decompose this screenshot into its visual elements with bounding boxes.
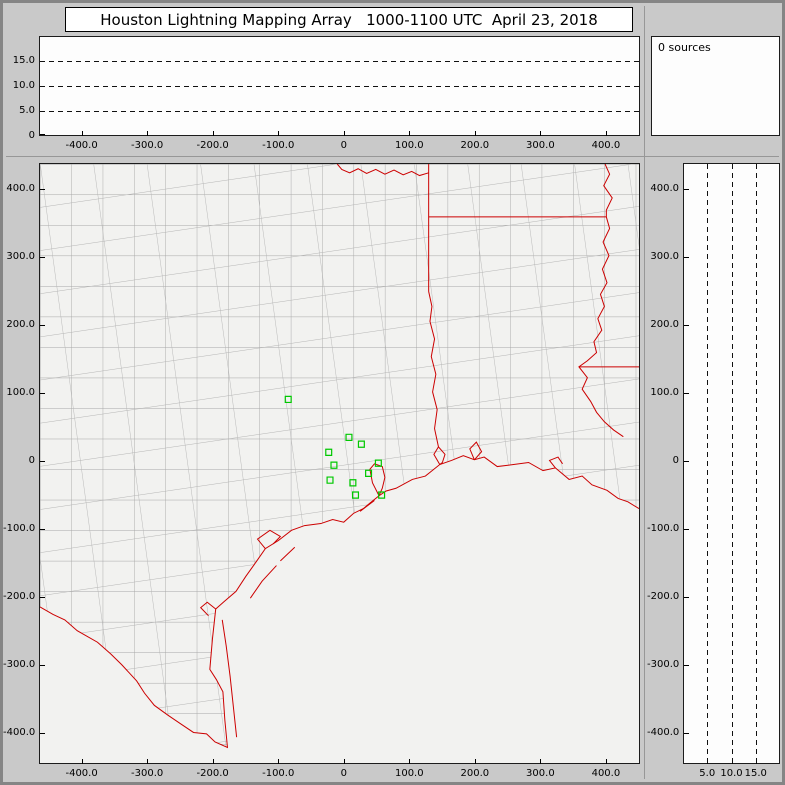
tick-label: -200.0 [647, 591, 680, 603]
lma-station-marker [366, 470, 372, 476]
tick-label: 100.0 [394, 140, 424, 151]
lma-station-marker [375, 460, 381, 466]
tick-label: -400.0 [647, 727, 680, 739]
sources-count-label: 0 sources [658, 41, 711, 54]
tick-label: 400.0 [591, 768, 621, 779]
title-bar: Houston Lightning Mapping Array 1000-110… [65, 7, 633, 32]
plan-view-map-panel[interactable] [39, 163, 640, 764]
tick-label: 300.0 [6, 250, 35, 262]
lma-station-marker [350, 480, 356, 486]
tick-label: 15.0 [744, 768, 767, 779]
section-divider-vertical [644, 6, 645, 779]
tick-label: -200.0 [3, 591, 36, 603]
altitude-eastwest-panel[interactable] [39, 36, 640, 136]
tick-label: 0 [672, 455, 679, 467]
tick-label: -100.0 [647, 523, 680, 535]
tick-label: 300.0 [526, 140, 555, 151]
tick-label: -100.0 [3, 523, 36, 535]
tick-label: -100.0 [262, 140, 295, 151]
sources-count-panel: 0 sources [651, 36, 780, 136]
tick-label: -200.0 [196, 140, 229, 151]
lma-station-marker [326, 449, 332, 455]
bays-lakes-path [201, 442, 563, 616]
tick-label: 100.0 [394, 768, 424, 779]
tick-label: 400.0 [6, 182, 35, 194]
lma-station-marker [331, 462, 337, 468]
altitude-northsouth-panel[interactable] [683, 163, 780, 764]
tick-label: 200.0 [650, 318, 679, 330]
lma-station-marker [358, 441, 364, 447]
tick-label: 400.0 [591, 140, 621, 151]
tick-label: 5.0 [19, 105, 35, 116]
lma-station-marker [346, 434, 352, 440]
tick-label: 200.0 [460, 768, 490, 779]
tick-label: 0 [340, 140, 347, 151]
tick-label: 0 [28, 455, 35, 467]
coastline-rio-grande-path [40, 456, 639, 748]
tick-label: 0 [340, 768, 347, 779]
tick-label: -400.0 [65, 140, 98, 151]
lma-station-marker [327, 477, 333, 483]
tick-label: -300.0 [647, 659, 680, 671]
tick-label: -300.0 [131, 140, 164, 151]
tick-label: -200.0 [196, 768, 229, 779]
tick-label: 5.0 [699, 768, 716, 779]
tick-label: -100.0 [262, 768, 295, 779]
tick-label: 10.0 [720, 768, 743, 779]
tick-label: -300.0 [3, 659, 36, 671]
tick-label: 15.0 [12, 55, 35, 66]
tick-label: 100.0 [650, 387, 679, 399]
lma-station-marker [285, 396, 291, 402]
mississippi-river-path [579, 164, 623, 437]
barrier-islands-path [222, 500, 374, 737]
county-grid [40, 164, 639, 748]
tick-label: -400.0 [3, 727, 36, 739]
tick-label: -400.0 [65, 768, 98, 779]
texas-arkansas-louisiana-border-path [429, 164, 607, 447]
lma-station-marker [379, 492, 385, 498]
tick-label: 200.0 [460, 140, 490, 151]
map-canvas[interactable] [40, 164, 639, 763]
red-river-border-path [337, 164, 428, 176]
tick-label: 300.0 [650, 250, 679, 262]
tick-label: 200.0 [6, 318, 35, 330]
tick-label: 400.0 [650, 182, 679, 194]
tick-label: 300.0 [526, 768, 555, 779]
lma-station-markers [285, 396, 384, 498]
tick-label: -300.0 [131, 768, 164, 779]
tick-label: 0 [28, 130, 35, 141]
window-title: Houston Lightning Mapping Array 1000-110… [100, 10, 598, 29]
tick-label: 100.0 [6, 387, 35, 399]
section-divider-horizontal [6, 156, 779, 157]
tick-label: 10.0 [12, 80, 35, 91]
lma-station-marker [353, 492, 359, 498]
